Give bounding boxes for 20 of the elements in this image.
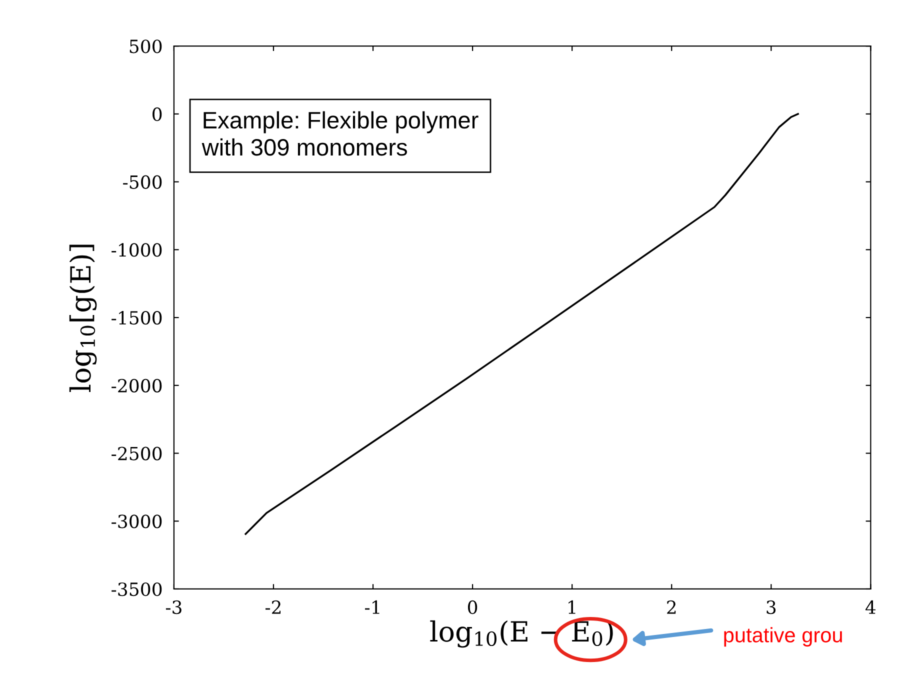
x-tick-label: -3	[166, 600, 182, 614]
x-tick-label: 0	[468, 600, 478, 614]
y-tick-label: -1000	[112, 243, 162, 257]
y-tick-label: 500	[130, 40, 162, 54]
x-tick-label: 1	[568, 600, 576, 614]
y-tick-label: 0	[152, 107, 162, 122]
x-tick-label: 3	[766, 600, 776, 614]
y-tick-label: -2500	[112, 446, 162, 460]
y-axis-title: log$_{10}$[g(E)]	[69, 244, 97, 392]
y-tick-label: -3000	[112, 514, 162, 528]
y-tick-label: -3500	[112, 582, 162, 596]
y-tick-label: -2000	[112, 378, 162, 393]
annotation: Example: Flexible polymer with 309 monomers	[202, 111, 478, 156]
y-tick-label: -500	[123, 175, 162, 189]
x-tick-label: 2	[667, 600, 676, 614]
y-tick-label: -1500	[112, 311, 162, 325]
x-tick-label: -2	[265, 600, 281, 614]
x-tick-label: 4	[865, 600, 876, 614]
x-tick-label: -1	[365, 600, 380, 614]
text: putative grou	[724, 627, 842, 647]
